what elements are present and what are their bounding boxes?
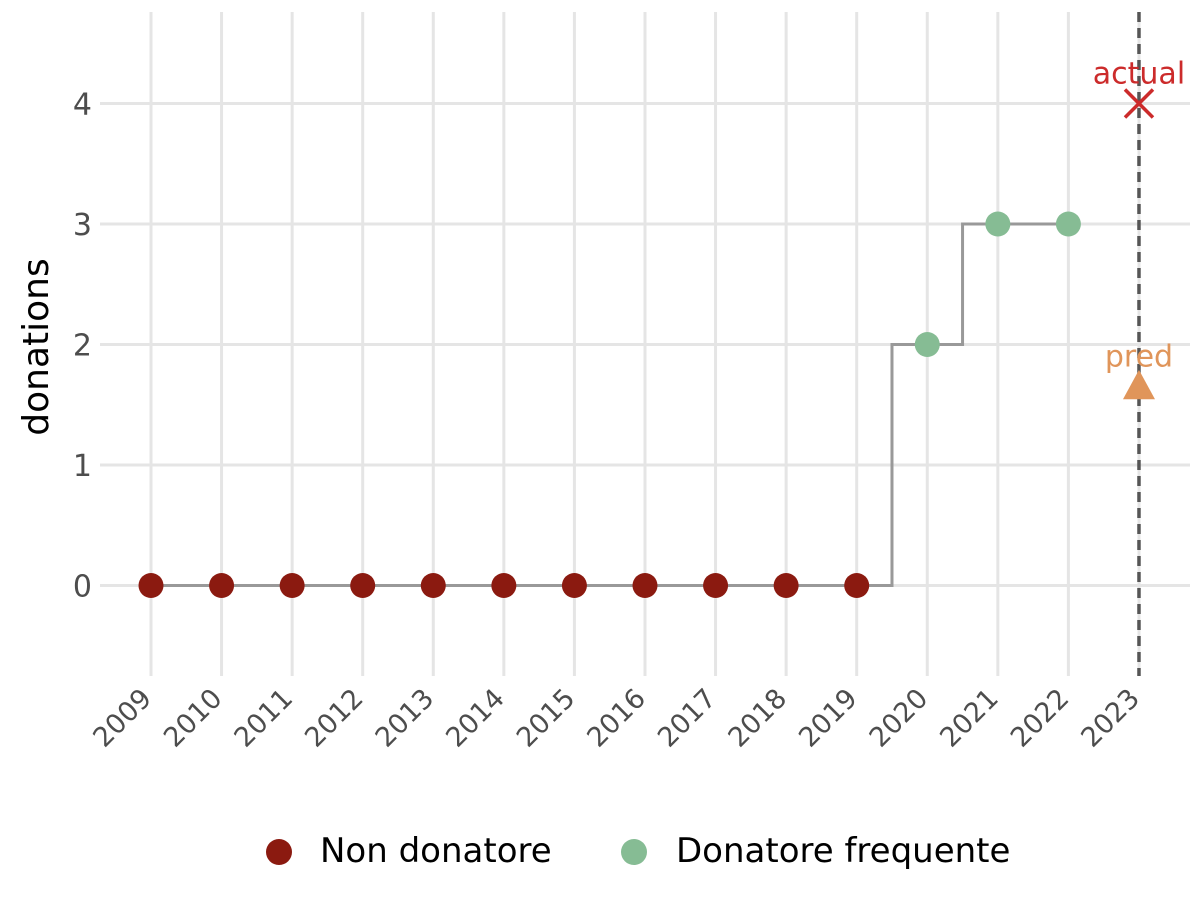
x-tick-label: 2018 bbox=[723, 683, 794, 754]
y-tick-label: 1 bbox=[73, 449, 92, 484]
legend-label: Donatore frequente bbox=[676, 831, 1010, 871]
legend-label: Non donatore bbox=[320, 831, 552, 871]
legend-swatch bbox=[266, 839, 292, 865]
step-line bbox=[151, 222, 1069, 587]
y-tick-label: 0 bbox=[73, 570, 92, 605]
point-non-donatore bbox=[844, 573, 870, 598]
y-tick-label: 4 bbox=[73, 88, 92, 123]
actual-marker bbox=[1123, 88, 1155, 119]
x-tick-label: 2017 bbox=[652, 683, 723, 754]
x-tick-label: 2010 bbox=[158, 683, 229, 754]
x-tick-label: 2009 bbox=[87, 683, 158, 754]
point-donatore-frequente bbox=[1055, 211, 1081, 237]
legend: Non donatore Donatore frequente bbox=[266, 831, 1010, 871]
point-non-donatore bbox=[632, 573, 658, 598]
grid bbox=[100, 12, 1190, 676]
point-non-donatore bbox=[279, 573, 305, 598]
x-tick-label: 2011 bbox=[229, 683, 300, 754]
x-tick-label: 2016 bbox=[581, 683, 652, 754]
pred-label: pred bbox=[1105, 340, 1173, 375]
point-non-donatore bbox=[209, 573, 235, 598]
point-donatore-frequente bbox=[985, 211, 1011, 237]
x-tick-label: 2019 bbox=[793, 683, 864, 754]
legend-swatch bbox=[621, 839, 647, 865]
y-tick-label: 3 bbox=[73, 208, 92, 243]
point-non-donatore bbox=[561, 573, 587, 598]
point-non-donatore bbox=[420, 573, 446, 598]
point-non-donatore bbox=[491, 573, 517, 598]
points-layer bbox=[138, 211, 1081, 598]
x-tick-label: 2021 bbox=[934, 683, 1005, 754]
y-axis-title: donations bbox=[16, 258, 57, 435]
point-non-donatore bbox=[773, 573, 799, 598]
point-non-donatore bbox=[350, 573, 376, 598]
x-tick-label: 2015 bbox=[511, 683, 582, 754]
pred-marker bbox=[1122, 369, 1155, 400]
x-tick-label: 2020 bbox=[864, 683, 935, 754]
x-tick-label: 2012 bbox=[299, 683, 370, 754]
x-tick-label: 2023 bbox=[1075, 683, 1146, 754]
annotations-layer: actual pred bbox=[1093, 57, 1185, 400]
x-tick-label: 2014 bbox=[440, 683, 511, 754]
point-non-donatore bbox=[138, 573, 164, 598]
x-tick-label: 2022 bbox=[1005, 683, 1076, 754]
x-tick-label: 2013 bbox=[370, 683, 441, 754]
y-tick-label: 2 bbox=[73, 329, 92, 364]
point-non-donatore bbox=[703, 573, 729, 598]
point-donatore-frequente bbox=[914, 332, 940, 357]
actual-label: actual bbox=[1093, 57, 1185, 92]
